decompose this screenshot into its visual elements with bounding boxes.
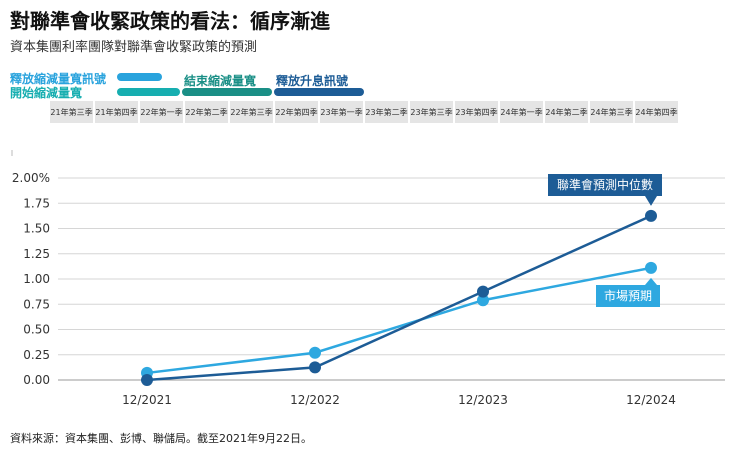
quarter-label: 23年第四季 [455,101,498,123]
quarter-label: 23年第一季 [320,101,363,123]
data-point [477,294,489,307]
y-tick-label: 0.75 [23,297,50,311]
phase-bar-start-taper [117,88,180,96]
quarter-strip: 21年第三季 21年第四季 22年第一季 22年第二季 22年第三季 22年第四… [50,101,678,123]
quarter-label: 24年第四季 [635,101,678,123]
phase-bar-end-taper [182,88,272,96]
y-tick-label: 1.75 [23,196,50,210]
callout-box [548,174,662,196]
callout-box [596,285,660,307]
quarter-label: 23年第二季 [365,101,408,123]
data-point [141,374,153,386]
quarter-label: 23年第三季 [410,101,453,123]
quarter-label: 22年第四季 [275,101,318,123]
quarter-label: 21年第三季 [50,101,93,123]
x-tick-label: 12/2024 [626,393,676,407]
quarter-label: 22年第一季 [140,101,183,123]
data-point [477,285,489,298]
phase-bar-signal-hike [274,88,364,96]
quarter-label: 24年第二季 [545,101,588,123]
chart-title: 對聯準會收緊政策的看法：循序漸進 [10,9,330,33]
chart-subtitle: 資本集團利率團隊對聯準會收緊政策的預測 [10,40,258,55]
y-tick-label: 0.00 [23,373,50,387]
series-line [146,266,652,375]
callout-pointer [645,277,657,285]
y-tick-label: 2.00% [12,171,50,185]
y-tick-label: 1.00 [23,272,50,286]
x-tick-label: 12/2021 [122,393,172,407]
y-tick-label: 0.25 [23,348,50,362]
x-tick-label: 12/2022 [290,393,340,407]
quarter-label: 24年第一季 [500,101,543,123]
phase-label-signal-hike: 釋放升息訊號 [276,74,349,88]
y-tick-label: 1.50 [23,222,50,236]
data-point [645,261,657,274]
quarter-label: 22年第三季 [230,101,273,123]
quarter-label: 21年第四季 [95,101,138,123]
data-point [309,361,321,374]
phase-label-start-taper: 開始縮減量寬 [10,86,83,100]
x-tick-label: 12/2023 [458,393,508,407]
phase-label-signal-taper: 釋放縮減量寬訊號 [10,72,107,86]
series-label: 聯準會預測中位數 [557,177,653,192]
phase-bar-signal-taper [117,73,162,81]
y-tick-label: 1.25 [23,247,50,261]
series-line [146,214,652,382]
quarter-label: 22年第二季 [185,101,228,123]
phase-label-end-taper: 結束縮減量寬 [184,74,257,88]
series-label: 市場預期 [604,288,652,303]
source-note: 資料來源：資本集團、彭博、聯儲局。截至2021年9月22日。 [10,432,312,445]
callout-pointer [645,196,657,206]
line-chart: 0.00 0.25 0.50 0.75 1.00 1.25 1.50 1.75 2.00% 12/… [11,150,725,407]
data-point [645,209,657,222]
y-tick-label: 0.50 [23,323,50,337]
quarter-label: 24年第三季 [590,101,633,123]
data-point [309,346,321,359]
